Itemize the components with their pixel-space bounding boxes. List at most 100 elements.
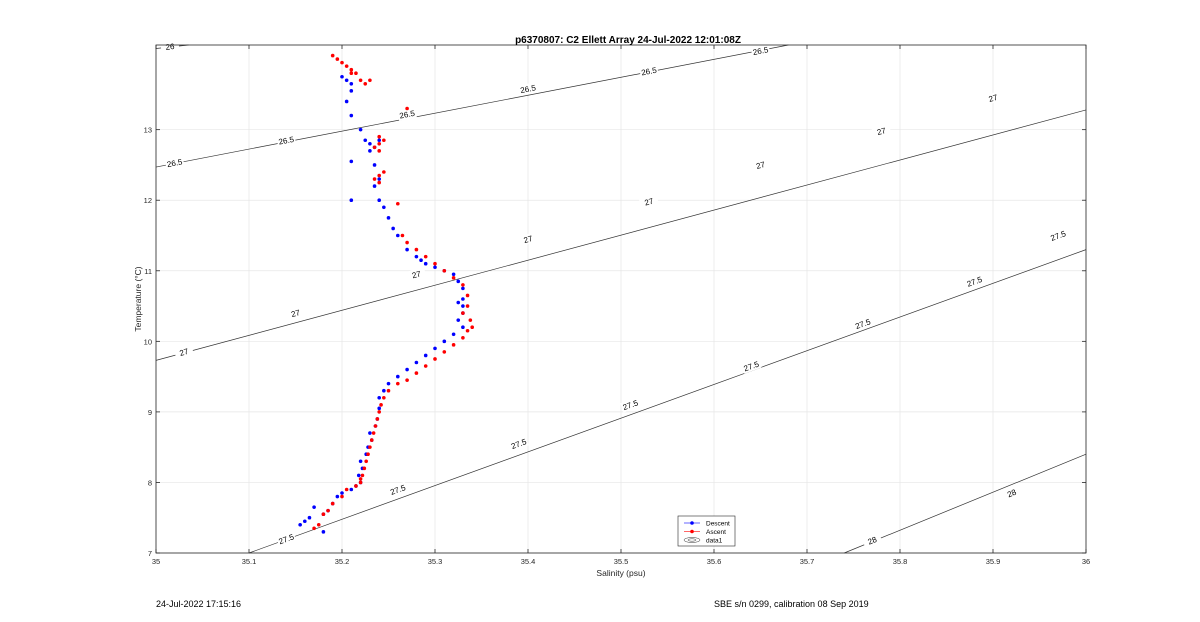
descent-point	[391, 226, 395, 231]
ascent-point	[377, 410, 382, 414]
descent-point	[303, 519, 307, 524]
contour-label-bg	[518, 82, 538, 96]
legend-contour-icon	[687, 538, 697, 542]
contour-line-27-5	[248, 249, 1087, 554]
ascent-point	[372, 177, 377, 181]
descent-point	[298, 522, 302, 527]
descent-point	[349, 487, 354, 492]
contour-label: 27	[523, 234, 534, 245]
descent-point	[312, 505, 316, 509]
descent-point	[344, 78, 349, 83]
descent-point	[461, 304, 465, 308]
ascent-point	[377, 180, 382, 185]
ascent-point	[373, 424, 378, 428]
descent-point	[405, 247, 409, 252]
descent-point	[377, 138, 382, 143]
descent-point	[456, 318, 461, 322]
contour-label-bg	[164, 156, 185, 170]
descent-point	[349, 159, 354, 164]
x-tick-label: 35.7	[800, 557, 815, 566]
ascent-point	[470, 325, 475, 330]
x-tick-label: 35.8	[893, 557, 908, 566]
x-tick-label: 35.4	[521, 557, 536, 566]
ascent-point	[330, 501, 335, 506]
contour-line-28	[844, 453, 1087, 554]
contour-label-bg	[518, 231, 538, 247]
descent-point	[414, 254, 419, 259]
descent-point	[396, 233, 400, 238]
ascent-point	[461, 283, 465, 287]
descent-point	[461, 286, 465, 291]
descent-point	[344, 99, 349, 104]
ascent-point	[379, 403, 383, 407]
ascent-point	[405, 378, 409, 382]
ascent-point	[340, 494, 344, 499]
contour-label-bg	[508, 435, 529, 452]
descent-point	[358, 127, 363, 132]
contour-label-bg	[173, 344, 194, 360]
descent-point	[349, 82, 354, 86]
ascent-point	[451, 343, 456, 347]
y-tick-label: 11	[144, 267, 152, 276]
ascent-point	[405, 106, 409, 111]
contour-line-27	[155, 109, 1087, 361]
y-tick-label: 7	[148, 549, 152, 558]
descent-point	[386, 216, 391, 220]
descent-point	[382, 205, 386, 210]
ascent-point	[368, 78, 372, 83]
ascent-point	[396, 201, 400, 206]
ascent-point	[423, 254, 428, 259]
ascent-point	[344, 487, 349, 492]
contour-label: 28	[1006, 487, 1018, 499]
ascent-point	[330, 53, 335, 58]
ascent-point	[465, 328, 470, 333]
ascent-point	[461, 336, 465, 340]
descent-point	[358, 459, 363, 464]
legend-contour-icon	[683, 537, 701, 543]
contour-label-bg	[620, 397, 641, 413]
descent-point	[340, 491, 344, 495]
descent-point	[442, 339, 447, 344]
contour-label-bg	[160, 40, 180, 53]
descent-point	[377, 406, 382, 411]
descent-point	[456, 300, 461, 305]
contour-label: 28	[866, 535, 878, 547]
contour-label: 26.5	[166, 157, 184, 169]
ascent-point	[362, 466, 367, 471]
ascent-point	[468, 318, 473, 322]
descent-point	[405, 367, 409, 372]
ascent-point	[358, 480, 363, 485]
contour-label: 26.5	[278, 135, 296, 147]
ascent-point	[312, 526, 316, 531]
ascent-point	[382, 170, 386, 174]
descent-point	[363, 138, 368, 143]
descent-point	[433, 265, 437, 270]
legend-label: data1	[706, 538, 723, 545]
contour-label: 26.5	[399, 109, 417, 121]
x-tick-label: 35.6	[707, 557, 722, 566]
contour-label-bg	[750, 44, 771, 58]
y-tick-label: 13	[144, 126, 152, 135]
descent-point	[461, 297, 465, 301]
contour-label: 27	[290, 308, 301, 319]
ascent-point	[442, 268, 447, 273]
descent-point	[461, 325, 465, 330]
contour-label-bg	[276, 531, 297, 547]
footer-timestamp: 24-Jul-2022 17:15:16	[156, 599, 242, 609]
ascent-point	[433, 357, 437, 361]
descent-point	[423, 261, 428, 266]
y-tick-label: 10	[144, 337, 152, 346]
contour-label: 26	[165, 42, 175, 52]
ascent-point	[414, 247, 419, 252]
contour-label: 26.5	[752, 45, 770, 57]
x-tick-label: 35.5	[614, 557, 629, 566]
contour-label: 27	[876, 126, 887, 137]
descent-point	[396, 374, 400, 379]
ascent-point	[414, 371, 419, 375]
legend-box	[677, 515, 736, 547]
ascent-point	[400, 233, 405, 238]
ascent-point	[364, 459, 368, 464]
contour-label-bg	[983, 90, 1003, 106]
